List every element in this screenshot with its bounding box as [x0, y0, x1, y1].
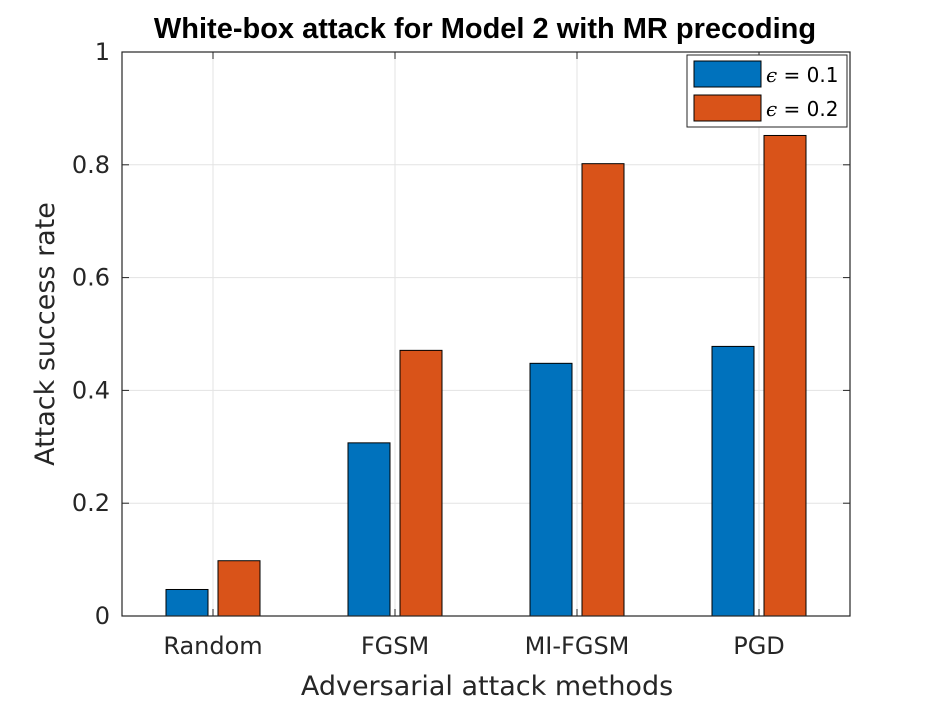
bar-random-series-1: [165, 588, 209, 617]
y-tick-label-0: 0: [95, 602, 110, 630]
y-tick-label-0-8: 0.8: [72, 151, 110, 179]
x-tick-label-pgd: PGD: [733, 632, 785, 660]
legend-label-eps-0-1: ϵ = 0.1: [766, 63, 838, 87]
y-tick-labels: 0 0.2 0.4 0.6 0.8 1: [72, 38, 110, 630]
bar-fgsm-series-2: [399, 349, 443, 617]
y-tick-label-1: 1: [95, 38, 110, 66]
legend-symbol-eps-0-2: ϵ: [766, 97, 777, 121]
x-tick-label-fgsm: FGSM: [361, 632, 429, 660]
y-tick-label-0-4: 0.4: [72, 376, 110, 404]
legend: ϵ = 0.1 ϵ = 0.2: [686, 54, 848, 128]
y-axis-label: Attack success rate: [30, 202, 61, 466]
bar-pgd-series-1: [711, 345, 755, 617]
legend-value-eps-0-1: = 0.1: [777, 63, 838, 87]
x-axis-label: Adversarial attack methods: [301, 671, 673, 702]
legend-value-eps-0-2: = 0.2: [777, 97, 838, 121]
y-tick-label-0-6: 0.6: [72, 264, 110, 292]
bar-random-series-2: [217, 560, 261, 617]
legend-swatch-eps-0-1: [693, 60, 762, 88]
legend-swatch-eps-0-2: [693, 94, 762, 122]
y-tick-label-0-2: 0.2: [72, 489, 110, 517]
grid-lines: [122, 52, 850, 616]
bar-mi-fgsm-series-1: [529, 362, 573, 617]
x-tick-labels: Random FGSM MI-FGSM PGD: [163, 632, 784, 660]
bars: [165, 134, 807, 617]
bar-pgd-series-2: [763, 134, 807, 617]
plot-frame: [121, 51, 851, 617]
x-tick-label-mi-fgsm: MI-FGSM: [525, 632, 630, 660]
bar-fgsm-series-1: [347, 442, 391, 617]
bar-mi-fgsm-series-2: [581, 163, 625, 617]
legend-symbol-eps-0-1: ϵ: [766, 63, 777, 87]
legend-label-eps-0-2: ϵ = 0.2: [766, 97, 838, 121]
x-tick-label-random: Random: [163, 632, 262, 660]
chart-title: White-box attack for Model 2 with MR pre…: [154, 13, 816, 45]
